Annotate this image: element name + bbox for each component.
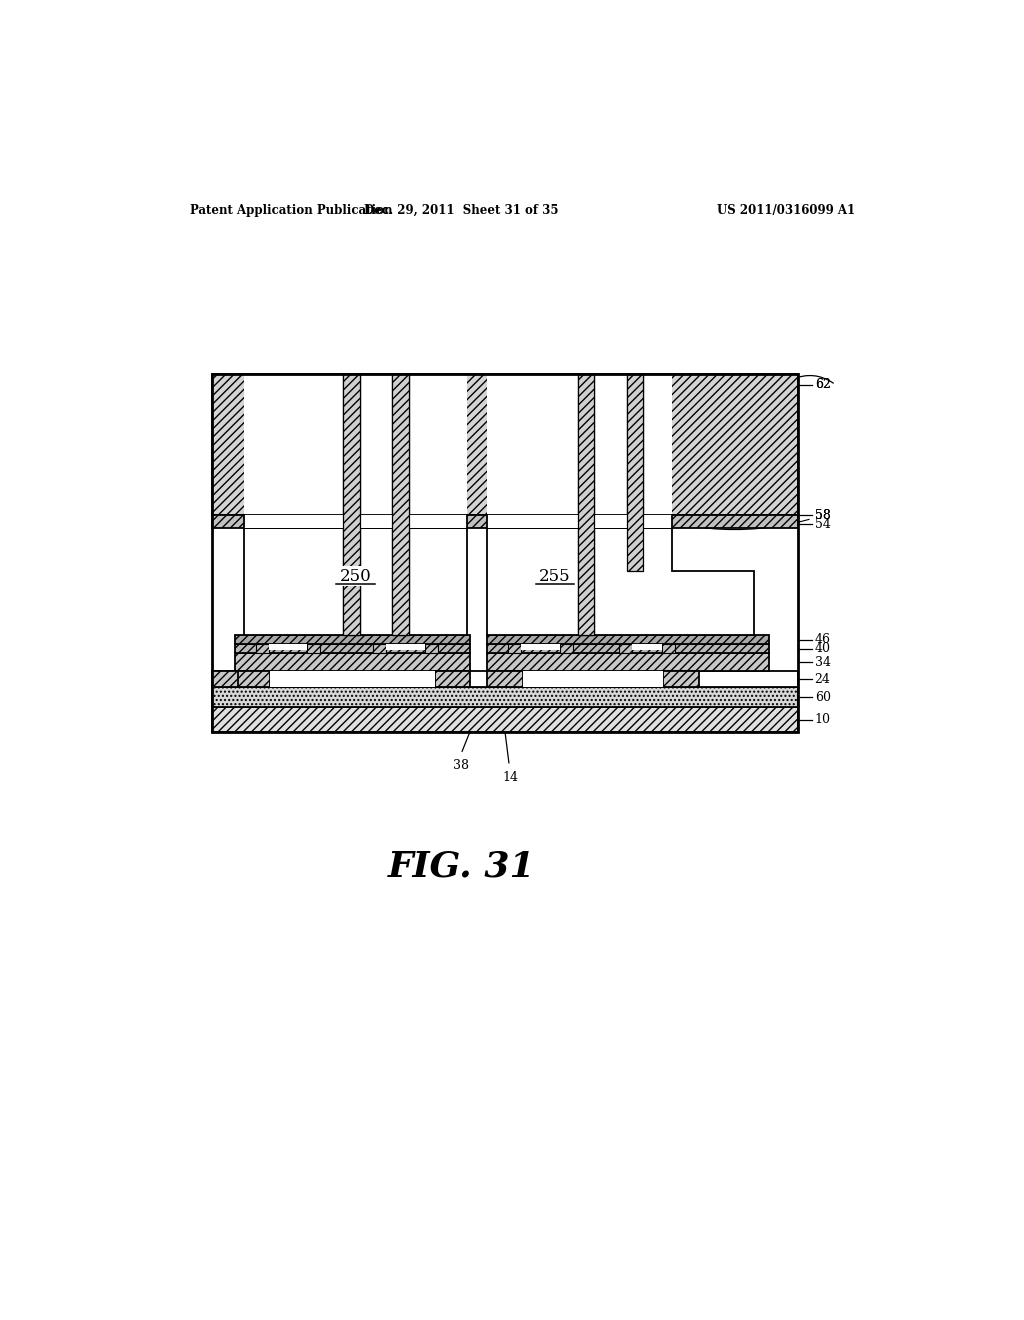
Text: 10: 10 xyxy=(815,713,830,726)
Text: 58: 58 xyxy=(815,510,830,521)
Bar xyxy=(522,671,664,688)
Bar xyxy=(646,681,660,688)
Bar xyxy=(517,681,531,688)
Polygon shape xyxy=(487,528,755,635)
Bar xyxy=(392,374,409,635)
Bar xyxy=(487,635,769,644)
Text: 62: 62 xyxy=(815,379,830,391)
Text: Patent Application Publication: Patent Application Publication xyxy=(190,205,392,218)
Bar xyxy=(352,681,368,688)
Text: Dec. 29, 2011  Sheet 31 of 35: Dec. 29, 2011 Sheet 31 of 35 xyxy=(364,205,558,218)
Bar xyxy=(487,653,769,671)
Bar xyxy=(212,708,799,733)
Bar xyxy=(268,644,307,651)
Bar xyxy=(599,681,613,688)
Text: 40: 40 xyxy=(815,643,830,655)
Bar xyxy=(487,671,522,688)
Bar xyxy=(212,374,799,733)
Bar xyxy=(392,374,409,635)
Text: FIG. 31: FIG. 31 xyxy=(387,850,536,884)
Text: 38: 38 xyxy=(453,759,469,772)
Text: 54: 54 xyxy=(815,517,830,531)
Bar xyxy=(434,671,470,688)
Bar xyxy=(307,644,321,653)
Text: US 2011/0316099 A1: US 2011/0316099 A1 xyxy=(717,205,855,218)
Bar xyxy=(212,374,799,515)
Bar xyxy=(521,644,559,651)
Bar xyxy=(236,671,270,688)
Bar xyxy=(212,671,799,688)
Bar xyxy=(425,644,437,653)
Text: 255: 255 xyxy=(539,568,570,585)
Bar xyxy=(236,653,470,671)
Bar xyxy=(236,644,470,653)
Bar xyxy=(212,515,799,528)
Text: 34: 34 xyxy=(815,656,830,669)
Text: 62: 62 xyxy=(815,379,830,391)
Bar xyxy=(256,644,268,653)
Bar xyxy=(508,644,521,653)
Text: 60: 60 xyxy=(815,690,830,704)
Text: 24: 24 xyxy=(815,673,830,685)
Bar xyxy=(373,644,386,653)
Bar xyxy=(343,374,359,635)
Text: 14: 14 xyxy=(503,771,518,784)
Bar xyxy=(633,644,663,651)
Bar xyxy=(664,671,698,688)
Bar xyxy=(244,374,467,515)
Text: 46: 46 xyxy=(815,634,830,647)
Bar xyxy=(236,635,470,644)
Bar xyxy=(487,515,672,528)
Bar xyxy=(487,644,769,653)
Text: 58: 58 xyxy=(613,502,830,529)
Bar xyxy=(244,515,467,528)
Bar xyxy=(244,528,467,635)
Text: 250: 250 xyxy=(340,568,372,585)
Bar xyxy=(620,644,633,653)
Bar xyxy=(212,671,239,688)
Bar xyxy=(578,374,594,635)
Bar xyxy=(388,681,402,688)
Bar xyxy=(212,688,799,708)
Bar xyxy=(487,374,672,515)
Bar xyxy=(663,644,675,653)
Bar xyxy=(559,644,572,653)
Bar xyxy=(578,374,594,635)
Bar xyxy=(627,374,643,528)
Bar xyxy=(343,374,359,635)
Bar xyxy=(627,374,643,572)
Bar xyxy=(386,644,425,651)
Bar xyxy=(270,671,434,688)
Bar xyxy=(552,681,566,688)
Bar xyxy=(317,681,332,688)
